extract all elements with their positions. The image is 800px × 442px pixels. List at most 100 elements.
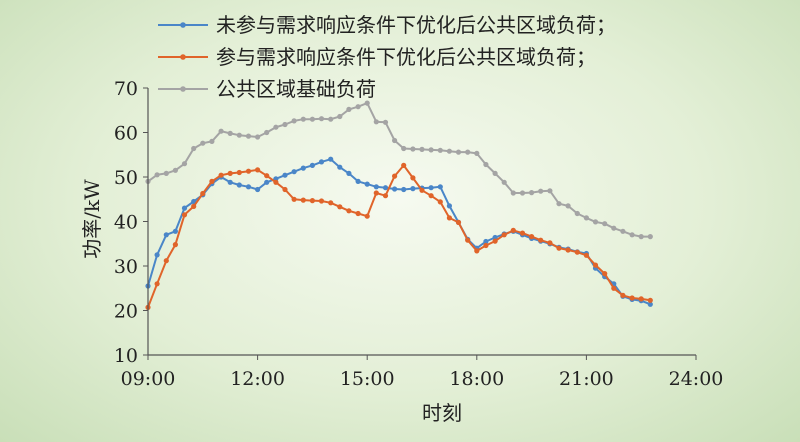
data-point-series-3 [583,215,590,221]
data-point-series-3 [638,234,644,240]
data-point-series-3 [602,221,608,227]
data-point-series-1 [300,165,306,171]
data-point-series-1 [428,185,434,191]
data-point-series-2 [602,271,608,277]
data-point-series-3 [309,116,315,122]
data-point-series-2 [291,196,297,202]
data-point-series-2 [236,169,242,176]
data-point-series-3 [483,161,489,168]
data-point-series-3 [318,116,325,122]
data-point-series-2 [154,281,160,287]
data-point-series-3 [163,170,169,176]
data-point-series-3 [218,128,224,134]
data-point-series-2 [492,238,498,244]
legend-item-1: 未参与需求响应条件下优化后公共区域负荷； [158,13,616,37]
data-point-series-1 [255,186,261,193]
data-point-series-1 [401,186,407,193]
data-point-series-3 [209,138,215,144]
data-point-series-1 [437,184,443,190]
series-line-1 [147,158,651,306]
data-point-series-2 [337,204,343,210]
data-point-series-1 [154,252,160,258]
data-point-series-2 [364,213,370,219]
data-point-series-2 [638,296,644,302]
data-point-series-3 [392,137,398,144]
x-tick-label: 12:00 [230,368,285,390]
data-point-series-1 [328,156,334,162]
data-point-series-3 [574,210,580,217]
data-point-series-1 [410,186,416,192]
legend-item-3: 公共区域基础负荷 [158,77,376,101]
data-point-series-3 [236,132,242,138]
legend-item-2: 参与需求响应条件下优化后公共区域负荷； [158,45,596,69]
data-point-series-2 [611,285,617,291]
data-point-series-2 [455,219,462,225]
data-point-series-1 [163,232,169,238]
series-line-2 [147,164,651,308]
data-point-series-2 [629,295,635,301]
data-point-series-3 [346,106,352,112]
legend-label: 公共区域基础负荷 [216,77,376,101]
data-point-series-2 [529,234,535,240]
y-tick-label: 20 [114,301,138,323]
x-tick-label: 15:00 [340,368,395,390]
data-point-series-3 [538,188,544,194]
data-point-series-2 [255,167,261,173]
data-point-series-2 [583,252,590,258]
data-point-series-3 [355,104,361,110]
data-point-series-1 [264,179,270,185]
data-point-series-1 [364,181,370,187]
data-point-series-2 [273,179,279,185]
data-point-series-2 [392,173,398,179]
data-point-series-3 [154,172,160,178]
data-point-series-1 [392,186,398,192]
data-point-series-3 [337,113,343,120]
data-point-series-3 [245,133,252,139]
data-point-series-2 [538,237,544,243]
data-point-series-3 [172,167,178,173]
data-point-series-1 [373,184,379,190]
data-point-series-3 [401,145,407,152]
legend-label: 参与需求响应条件下优化后公共区域负荷； [216,45,596,69]
data-point-series-2 [401,162,407,168]
data-point-series-2 [318,198,325,204]
data-point-series-2 [300,197,306,203]
data-point-series-3 [300,116,306,122]
data-point-series-3 [410,146,416,152]
data-point-series-1 [382,185,389,191]
data-point-series-3 [191,145,197,152]
data-point-series-3 [200,140,206,146]
data-point-series-3 [291,118,297,124]
data-point-series-1 [245,184,252,190]
data-point-series-3 [455,149,462,155]
data-point-series-2 [437,199,443,205]
data-point-series-2 [574,249,580,255]
data-point-series-1 [492,234,498,241]
data-point-series-1 [483,238,489,245]
data-point-series-3 [181,161,188,167]
data-point-series-2 [419,187,425,193]
data-point-series-2 [565,247,571,253]
data-point-series-1 [291,169,297,175]
data-point-series-2 [519,230,526,236]
data-point-series-3 [611,225,617,231]
data-point-series-3 [529,190,535,196]
data-point-series-1 [282,172,288,178]
data-point-series-3 [510,190,516,196]
legend-swatch-marker [180,22,186,28]
legend: 未参与需求响应条件下优化后公共区域负荷； 参与需求响应条件下优化后公共区域负荷； 公… [158,13,616,101]
data-point-series-2 [592,262,599,268]
data-point-series-2 [410,175,416,181]
data-point-series-2 [465,237,471,243]
data-point-series-3 [629,232,635,238]
data-point-series-3 [282,121,288,128]
data-point-series-2 [446,215,452,221]
x-tick-label: 24:00 [669,368,724,390]
axes: 10 20 30 40 50 60 70 09:00 12:00 15:00 18:00 21:00 2… [114,78,724,390]
y-tick-label: 30 [114,256,138,278]
y-tick-label: 40 [114,212,138,234]
data-point-series-2 [227,170,233,176]
data-point-series-3 [501,179,507,185]
data-point-series-2 [264,173,270,179]
